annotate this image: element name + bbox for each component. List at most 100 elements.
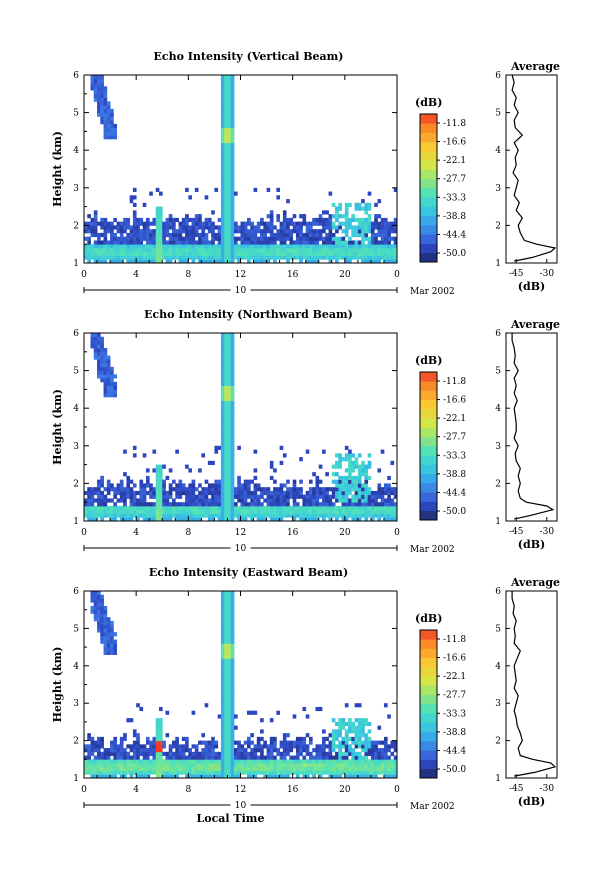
heatmap-cell [110, 647, 114, 652]
heatmap-cell [260, 487, 264, 492]
average-x-tick-label: -30 [540, 527, 555, 537]
heatmap-cell [286, 251, 290, 256]
heatmap-cell [357, 513, 362, 518]
heatmap-cell [335, 259, 339, 264]
heatmap-cell [377, 221, 382, 226]
heatmap-cell [204, 748, 209, 753]
heatmap-cell [357, 766, 362, 771]
heatmap-cell [227, 736, 232, 741]
heatmap-cell [292, 505, 297, 511]
heatmap-cell [198, 763, 202, 768]
heatmap-cell [227, 677, 232, 682]
heatmap-cell [93, 498, 98, 503]
heatmap-cell [191, 251, 196, 256]
heatmap-cell [220, 774, 225, 779]
heatmap-cell [292, 229, 297, 234]
heatmap-cell [188, 251, 192, 256]
heatmap-cell [110, 639, 114, 644]
heatmap-cell [390, 490, 395, 496]
heatmap-cell [256, 487, 261, 492]
heatmap-cell [299, 479, 303, 484]
heatmap-cell [181, 217, 186, 223]
heatmap-cell [367, 247, 372, 253]
heatmap-cell [207, 763, 212, 768]
heatmap-cell [315, 770, 320, 775]
heatmap-cell [243, 255, 248, 260]
heatmap-cell [295, 755, 300, 760]
heatmap-cell [217, 770, 222, 775]
heatmap-cell [338, 244, 342, 249]
heatmap-cell [132, 505, 137, 511]
heatmap-cell [110, 635, 114, 641]
heatmap-cell [165, 751, 170, 756]
heatmap-cell [227, 199, 232, 204]
heatmap-cell [119, 517, 124, 522]
average-y-tick-label: 3 [495, 699, 501, 709]
heatmap-cell [191, 236, 196, 241]
heatmap-cell [331, 494, 336, 499]
heatmap-cell [224, 748, 228, 753]
heatmap-cell [230, 232, 235, 238]
heatmap-cell [247, 221, 251, 226]
heatmap-cell [224, 232, 228, 238]
heatmap-cell [198, 740, 202, 745]
heatmap-cell [230, 340, 235, 345]
heatmap-cell [110, 366, 114, 371]
heatmap-cell [119, 259, 124, 264]
heatmap-cell [250, 517, 254, 522]
heatmap-cell [106, 755, 111, 760]
heatmap-cell [344, 733, 349, 738]
heatmap-cell [194, 763, 199, 768]
heatmap-cell [351, 759, 356, 764]
heatmap-cell [97, 751, 101, 756]
heatmap-cell [214, 763, 219, 768]
heatmap-cell [155, 729, 160, 734]
heatmap-cell [168, 744, 173, 749]
heatmap-cell [168, 494, 173, 499]
heatmap-cell [119, 748, 124, 753]
heatmap-cell [106, 617, 111, 622]
heatmap-cell [357, 740, 362, 745]
heatmap-cell [260, 744, 264, 749]
heatmap-cell [276, 509, 281, 514]
heatmap-cell [220, 157, 225, 162]
heatmap-cell [230, 153, 235, 159]
heatmap-cell [367, 202, 372, 207]
heatmap-cell [383, 766, 388, 771]
heatmap-cell [335, 472, 339, 477]
heatmap-cells [84, 333, 398, 522]
heatmap-cell [292, 714, 297, 719]
heatmap-cell [224, 714, 228, 719]
heatmap-cell [299, 744, 303, 749]
heatmap-cell [113, 494, 117, 499]
colorbar-tick-label: -44.4 [443, 230, 466, 240]
heatmap-cell [282, 214, 287, 219]
heatmap-cell [93, 759, 98, 764]
heatmap-cell [84, 509, 88, 514]
heatmap-cell [227, 632, 232, 637]
heatmap-cell [318, 232, 323, 238]
heatmap-cell [227, 718, 232, 723]
heatmap-cell [351, 505, 356, 511]
heatmap-cell [344, 251, 349, 256]
heatmap-cell [276, 244, 281, 249]
heatmap-cell [348, 225, 352, 230]
day-label-bg [230, 284, 251, 295]
heatmap-cell [308, 236, 313, 241]
average-x-label: (dB) [518, 538, 545, 551]
heatmap-cell [367, 494, 372, 499]
heatmap-cell [136, 736, 140, 741]
heatmap-cell [119, 487, 124, 492]
heatmap-cell [217, 751, 222, 756]
heatmap-cell [129, 479, 134, 484]
heatmap-cell [220, 744, 225, 749]
heatmap-cell [116, 259, 121, 264]
heatmap-cell [354, 232, 359, 238]
heatmap-cell [273, 490, 277, 496]
heatmap-cell [233, 714, 238, 719]
heatmap-cell [377, 755, 382, 760]
heatmap-cell [308, 498, 313, 503]
heatmap-cell [282, 255, 287, 260]
heatmap-cell [224, 214, 228, 219]
heatmap-cell [227, 763, 232, 768]
